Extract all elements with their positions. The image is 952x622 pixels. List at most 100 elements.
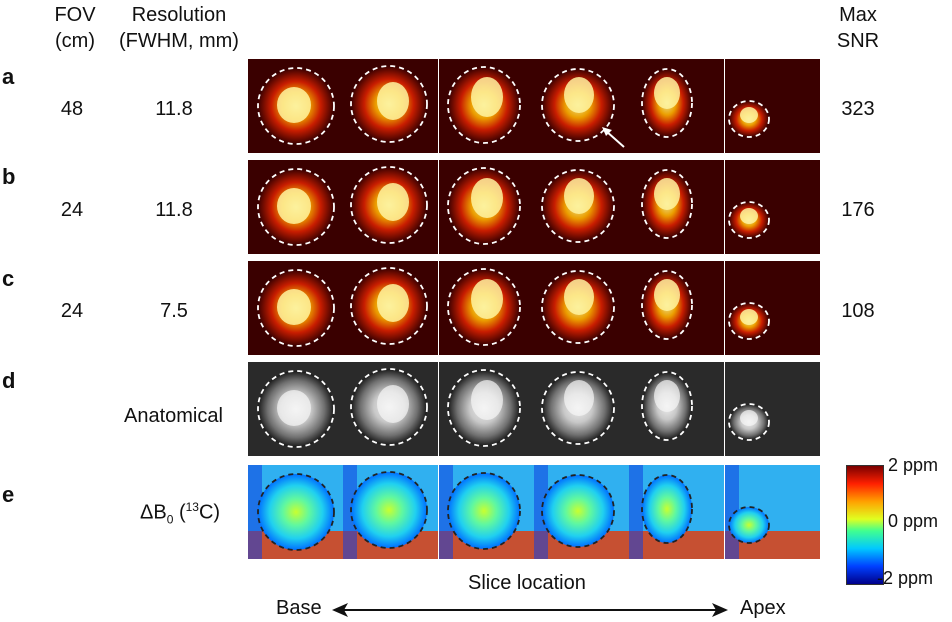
fov-value-c: 24 [60, 300, 84, 322]
resolution-value-b: 11.8 [155, 199, 193, 221]
strip-d-panel-4 [533, 362, 629, 456]
strip-b-panel-1 [248, 160, 343, 254]
dashed-outline [446, 472, 521, 550]
strip-c-panel-2 [343, 261, 439, 355]
delta-b0-tail: C) [198, 501, 221, 524]
snr-header-line2: SNR [836, 30, 880, 52]
dashed-outline [641, 371, 694, 441]
dashed-outline [641, 270, 694, 340]
resolution-value-a: 11.8 [155, 98, 193, 120]
dashed-outline [350, 471, 429, 549]
dashed-outline [257, 168, 335, 246]
delta-b0-main: ΔB [140, 501, 167, 524]
row-label-e: e [2, 482, 15, 507]
strip-e-panel-3 [438, 465, 534, 559]
row-label-c: c [2, 266, 15, 291]
apex-label: Apex [740, 597, 786, 619]
colorbar-top-label: 2 ppm [888, 455, 939, 475]
snr-value-c: 108 [841, 300, 875, 322]
dashed-outline [257, 269, 335, 347]
strip-d-panel-3 [438, 362, 534, 456]
strip-d-panel-2 [343, 362, 439, 456]
snr-header-line1: Max [839, 4, 877, 26]
strip-c-panel-4 [533, 261, 629, 355]
dashed-outline [350, 65, 429, 143]
dashed-outline [541, 68, 615, 142]
dashed-outline [257, 370, 335, 448]
dashed-outline [446, 167, 521, 245]
strip-a [248, 59, 820, 153]
snr-value-a: 323 [841, 98, 875, 120]
delta-b0-open: ( [173, 501, 186, 524]
strip-c-panel-3 [438, 261, 534, 355]
strip-e-panel-2 [343, 465, 439, 559]
dashed-outline [350, 166, 429, 244]
anatomical-label: Anatomical [124, 405, 223, 427]
dashed-outline [446, 268, 521, 346]
arrow-head-icon [601, 127, 612, 136]
dashed-outline [257, 473, 335, 551]
strip-e-panel-5 [629, 465, 725, 559]
dashed-outline [641, 474, 694, 544]
dashed-outline [641, 68, 694, 138]
dashed-outline [257, 67, 335, 145]
fov-header: FOV (cm) [40, 2, 110, 54]
dashed-outline [727, 201, 770, 239]
strip-c [248, 261, 820, 355]
row-label-d: d [2, 368, 16, 393]
strip-b [248, 160, 820, 254]
slice-location-title: Slice location [468, 572, 586, 594]
strip-c-panel-6 [724, 261, 820, 355]
dashed-outline [541, 474, 615, 548]
strip-b-panel-6 [724, 160, 820, 254]
strip-d-panel-1 [248, 362, 343, 456]
slice-axis-arrow-icon [332, 603, 728, 617]
delta-b0-sup: 13 [185, 500, 199, 514]
row-label-a: a [2, 64, 15, 89]
strip-e-panel-6 [724, 465, 820, 559]
dashed-outline [727, 100, 770, 138]
dashed-outline [541, 371, 615, 445]
colorbar-bottom-label: -2 ppm [877, 568, 934, 588]
strip-d-panel-6 [724, 362, 820, 456]
dashed-outline [727, 302, 770, 340]
strip-c-panel-1 [248, 261, 343, 355]
delta-b0-label: ΔB0 (13C) [140, 500, 220, 527]
delta-b0-sub: 0 [166, 512, 174, 527]
strip-a-panel-5 [629, 59, 725, 153]
fov-header-line2: (cm) [55, 30, 95, 52]
strip-d [248, 362, 820, 456]
strip-a-panel-2 [343, 59, 439, 153]
fov-value-b: 24 [60, 199, 84, 221]
strip-a-panel-3 [438, 59, 534, 153]
strip-b-panel-3 [438, 160, 534, 254]
dashed-outline [541, 169, 615, 243]
colorbar-mid-label: 0 ppm [888, 511, 939, 531]
resolution-value-c: 7.5 [160, 300, 188, 322]
dashed-outline [541, 270, 615, 344]
dashed-outline [350, 267, 429, 345]
strip-a-panel-1 [248, 59, 343, 153]
snr-header: Max SNR [828, 2, 888, 54]
snr-value-b: 176 [841, 199, 875, 221]
strip-e-panel-4 [533, 465, 629, 559]
strip-c-panel-5 [629, 261, 725, 355]
dashed-outline [446, 369, 521, 447]
dashed-outline [727, 506, 770, 544]
strip-a-panel-6 [724, 59, 820, 153]
strip-b-panel-2 [343, 160, 439, 254]
dashed-outline [350, 368, 429, 446]
dashed-outline [641, 169, 694, 239]
row-label-b: b [2, 164, 16, 189]
arrow-icon [605, 130, 625, 148]
strip-e-panel-1 [248, 465, 343, 559]
fov-header-line1: FOV [54, 4, 96, 26]
dashed-outline [446, 66, 521, 144]
resolution-header-line1: Resolution [131, 4, 227, 26]
resolution-header-line2: (FWHM, mm) [119, 30, 239, 52]
strip-a-panel-4 [533, 59, 629, 153]
strip-b-panel-5 [629, 160, 725, 254]
strip-b-panel-4 [533, 160, 629, 254]
dashed-outline [727, 403, 770, 441]
strip-e [248, 465, 820, 559]
